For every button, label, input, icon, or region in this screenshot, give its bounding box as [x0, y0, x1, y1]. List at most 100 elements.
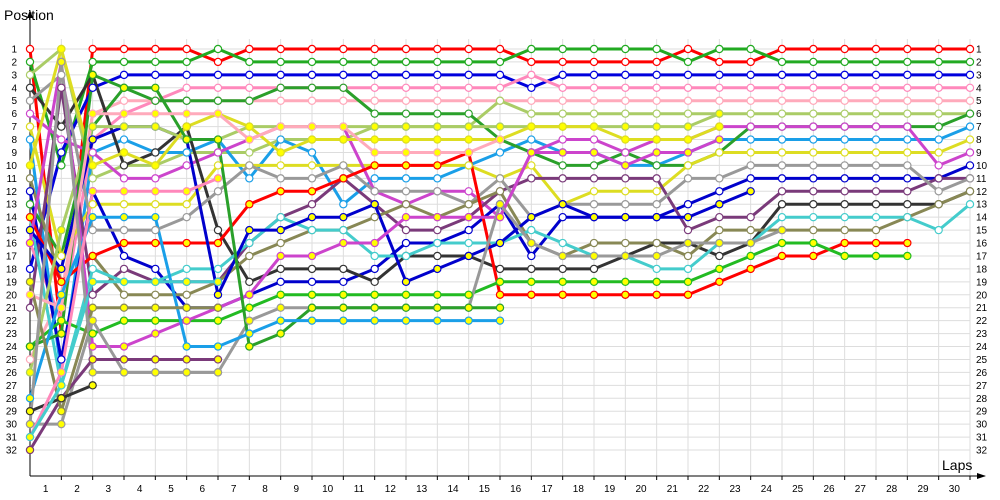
- series-17-point: [25, 212, 35, 222]
- y-tick-label-left: 26: [6, 368, 18, 379]
- series-18-point: [464, 290, 473, 299]
- series-14-point: [965, 174, 975, 183]
- series-24-point: [433, 303, 442, 312]
- series-19-point: [683, 212, 693, 222]
- series-20-point: [307, 251, 317, 261]
- series-25-point: [182, 109, 191, 118]
- series-12-point: [57, 122, 66, 131]
- series-20-point: [88, 342, 97, 351]
- series-17-point: [621, 290, 630, 299]
- series-14-point: [903, 161, 912, 170]
- series-1-point: [182, 44, 191, 54]
- series-5-point: [119, 96, 129, 105]
- series-2-point: [840, 57, 849, 67]
- series-1-point: [809, 44, 818, 54]
- series-21-point: [464, 122, 473, 131]
- series-19-point: [715, 200, 724, 209]
- series-16-point: [903, 212, 912, 222]
- series-4-point: [370, 83, 379, 93]
- series-4-point: [527, 70, 536, 80]
- series-18-point: [715, 264, 724, 274]
- series-9-point: [903, 148, 912, 157]
- series-18-point: [589, 277, 599, 287]
- series-22-point: [621, 251, 630, 261]
- series-14-point: [339, 161, 348, 170]
- series-25-point: [433, 148, 442, 157]
- series-23-point: [57, 44, 66, 54]
- series-21-point: [715, 109, 724, 118]
- y-tick-label-right: 18: [976, 264, 988, 275]
- x-tick-label: 6: [200, 484, 206, 495]
- series-32-point: [119, 277, 129, 287]
- series-5-point: [589, 96, 599, 105]
- series-3-point: [151, 70, 160, 80]
- series-4-point: [965, 83, 975, 93]
- series-5-point: [464, 96, 473, 105]
- y-tick-label-right: 14: [976, 213, 988, 224]
- series-18-point: [495, 277, 505, 287]
- y-tick-label-right: 23: [976, 329, 988, 340]
- series-7-point: [903, 135, 912, 144]
- series-4-point: [934, 83, 943, 93]
- series-1-point: [245, 44, 254, 54]
- series-18-point: [433, 290, 442, 299]
- series-17-point: [840, 238, 849, 248]
- series-19-point: [433, 264, 442, 274]
- series-25-point: [245, 135, 254, 144]
- series-14-point: [652, 200, 661, 209]
- y-tick-label-right: 25: [976, 355, 988, 366]
- series-6-point: [840, 109, 849, 118]
- series-6-point: [683, 109, 693, 118]
- series-3-point: [57, 148, 66, 157]
- series-29-point: [57, 394, 66, 403]
- series-25-point: [495, 135, 505, 144]
- y-tick-label-right: 27: [976, 381, 988, 392]
- series-18-point: [119, 316, 129, 325]
- series-28-point: [151, 303, 160, 312]
- series-18-point: [777, 238, 787, 248]
- series-22-point: [715, 238, 724, 248]
- series-7-point: [276, 135, 285, 144]
- series-8-point: [652, 161, 661, 170]
- y-tick-label-left: 32: [6, 446, 18, 457]
- series-23-point: [276, 148, 285, 157]
- series-6-point: [25, 70, 35, 80]
- series-13-point: [934, 174, 943, 183]
- series-26-point: [213, 342, 223, 351]
- series-10-point: [213, 148, 223, 157]
- series-19-point: [276, 225, 285, 235]
- series-11-point: [276, 277, 285, 287]
- series-13-point: [621, 174, 630, 183]
- series-15-point: [401, 200, 411, 209]
- series-15-point: [965, 187, 975, 196]
- series-14-point: [182, 212, 191, 222]
- series-12-point: [151, 148, 160, 157]
- series-18-point: [245, 303, 254, 312]
- series-22-point: [683, 238, 693, 248]
- series-14-point: [151, 225, 160, 235]
- series-18-point: [746, 251, 755, 261]
- x-tick-label: 11: [354, 484, 365, 495]
- series-18-point: [903, 251, 912, 261]
- series-5-point: [558, 96, 567, 105]
- y-tick-label-left: 22: [6, 316, 18, 327]
- series-9-point: [746, 148, 755, 157]
- series-32-point: [151, 277, 160, 287]
- series-20-point: [433, 212, 442, 222]
- series-26-point: [88, 212, 97, 222]
- x-tick-label: 12: [385, 484, 397, 495]
- y-tick-label-left: 4: [11, 83, 17, 94]
- series-11-point: [903, 174, 912, 183]
- series-8-point: [558, 161, 567, 170]
- series-22-point: [589, 251, 599, 261]
- series-18-point: [307, 290, 317, 299]
- series-14-point: [25, 96, 35, 105]
- series-24-point: [25, 342, 35, 351]
- series-3-point: [433, 70, 442, 80]
- series-10-point: [57, 135, 66, 144]
- series-12-point: [307, 264, 317, 274]
- series-17-point: [746, 264, 755, 274]
- series-26-point: [276, 316, 285, 325]
- series-26-point: [433, 316, 442, 325]
- series-2-point: [934, 57, 943, 67]
